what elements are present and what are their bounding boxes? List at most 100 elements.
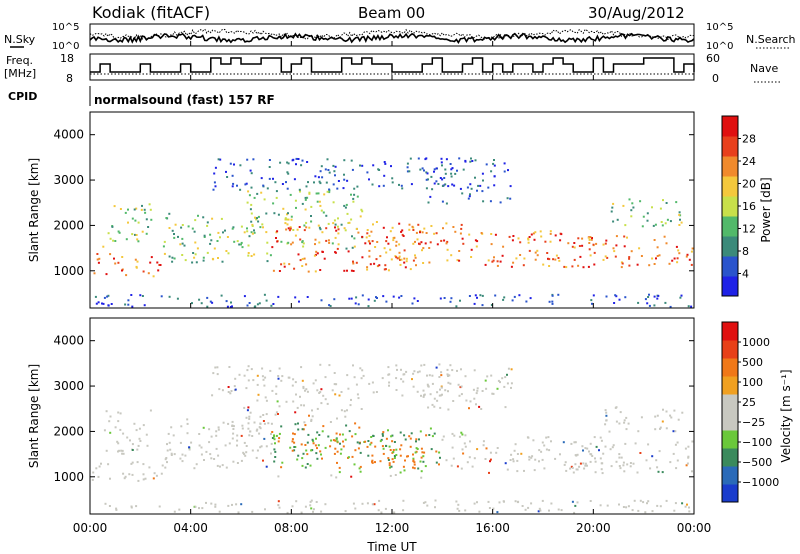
echo-cell [619, 411, 622, 414]
echo-cell [181, 460, 184, 463]
echo-cell [221, 389, 224, 392]
echo-cell [290, 215, 293, 218]
echo-cell [623, 235, 626, 238]
echo-cell [337, 228, 340, 231]
echo-cell [270, 422, 273, 425]
echo-cell [413, 297, 416, 300]
echo-cell [247, 427, 250, 430]
echo-cell [473, 397, 476, 400]
echo-cell [294, 411, 297, 414]
colorbar-tick-label: 500 [742, 356, 763, 369]
echo-cell [588, 248, 591, 251]
colorbar-tick-label: 16 [742, 200, 756, 213]
colorbar-segment [722, 358, 738, 377]
echo-cell [249, 169, 252, 172]
echo-cell [314, 238, 317, 241]
echo-cell [368, 382, 371, 385]
echo-cell [623, 421, 626, 424]
echo-cell [421, 231, 424, 234]
echo-cell [435, 180, 438, 183]
echo-cell [474, 239, 477, 242]
echo-cell [425, 232, 428, 234]
echo-cell [578, 465, 581, 468]
echo-cell [155, 474, 158, 477]
echo-cell [499, 260, 502, 263]
echo-cell [408, 435, 411, 438]
echo-cell [121, 256, 124, 258]
echo-cell [422, 247, 425, 250]
echo-cell [446, 368, 449, 371]
echo-cell [367, 305, 370, 308]
echo-cell [661, 471, 664, 474]
echo-cell [283, 265, 286, 268]
echo-cell [347, 222, 350, 224]
echo-cell [610, 210, 613, 213]
echo-cell [447, 375, 449, 377]
echo-cell [312, 440, 315, 443]
echo-cell [134, 233, 136, 236]
echo-cell [393, 455, 396, 457]
echo-cell [214, 505, 217, 508]
echo-cell [451, 167, 454, 170]
colorbar-tick-label: 8 [742, 245, 749, 258]
echo-cell [360, 208, 363, 211]
echo-cell [216, 240, 219, 242]
echo-cell [364, 440, 367, 443]
echo-cell [320, 388, 323, 391]
echo-cell [629, 465, 632, 468]
echo-cell [446, 248, 449, 251]
echo-cell [319, 228, 322, 231]
echo-cell [389, 466, 391, 469]
echo-cell [231, 174, 234, 177]
echo-cell [261, 367, 264, 370]
echo-cell [420, 364, 423, 367]
echo-cell [144, 477, 147, 480]
echo-cell [470, 157, 472, 160]
echo-cell [474, 176, 476, 179]
echo-cell [388, 462, 391, 465]
colorbar-segment [722, 412, 738, 431]
echo-cell [157, 269, 160, 272]
echo-cell [403, 249, 406, 252]
echo-cell [306, 196, 309, 199]
echo-cell [637, 509, 640, 512]
echo-cell [371, 183, 374, 186]
echo-cell [544, 240, 547, 243]
echo-cell [487, 186, 490, 189]
echo-cell [346, 374, 349, 377]
echo-cell [614, 255, 617, 258]
echo-cell [359, 451, 362, 454]
echo-cell [559, 239, 562, 242]
echo-cell [321, 251, 324, 253]
echo-cell [390, 465, 393, 468]
echo-cell [514, 500, 517, 503]
echo-cell [529, 297, 532, 300]
echo-cell [274, 181, 277, 184]
echo-cell [366, 502, 369, 505]
echo-cell [142, 424, 145, 427]
echo-cell [176, 297, 179, 300]
noise-right-label: N.Search [746, 33, 796, 46]
echo-cell [219, 236, 221, 239]
echo-cell [687, 305, 690, 308]
echo-cell [366, 445, 369, 448]
colorbar-tick-label: −100 [742, 436, 772, 449]
echo-cell [184, 454, 187, 457]
echo-cell [624, 224, 627, 227]
echo-cell [516, 459, 519, 462]
echo-cell [334, 165, 337, 168]
echo-cell [300, 366, 303, 369]
echo-cell [147, 272, 150, 275]
echo-cell [107, 294, 110, 297]
echo-cell [651, 206, 653, 209]
echo-cell [245, 416, 248, 419]
echo-cell [306, 441, 309, 444]
echo-cell [510, 368, 513, 371]
echo-cell [445, 242, 448, 245]
echo-cell [470, 256, 473, 258]
echo-cell [691, 470, 693, 473]
echo-cell [257, 393, 260, 396]
echo-cell [633, 499, 636, 502]
echo-cell [168, 227, 171, 229]
echo-cell [342, 440, 344, 443]
